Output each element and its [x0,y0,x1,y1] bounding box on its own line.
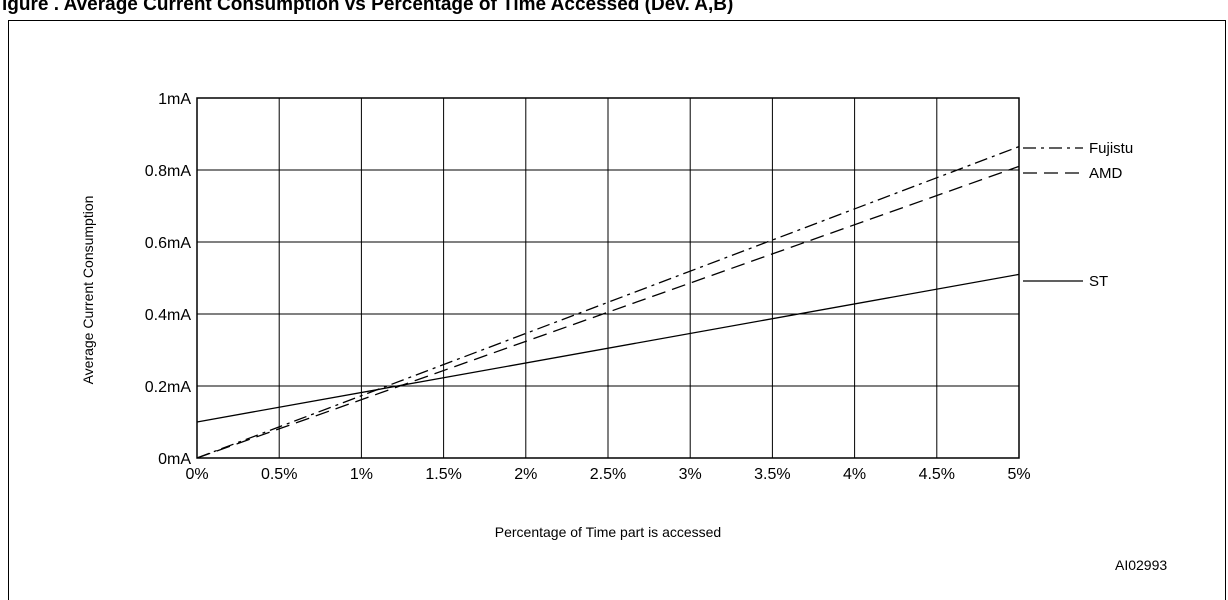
y-tick-label: 0.4mA [145,307,192,324]
x-tick-label: 3% [679,466,702,483]
figure-code: AI02993 [1115,557,1168,573]
y-axis-label: Average Current Consumption [80,196,96,385]
series-line-amd [196,165,1020,459]
legend-label-st: ST [1089,273,1108,290]
figure-title: igure . Average Current Consumption vs P… [2,0,734,15]
y-tick-labels: 0mA 0.2mA 0.4mA 0.6mA 0.8mA 1mA [145,91,192,468]
legend-label-fujistu: Fujistu [1089,140,1133,157]
x-tick-label: 0% [185,466,208,483]
series-lines [196,145,1020,459]
series-line-st [196,273,1020,423]
y-tick-label: 0.8mA [145,163,192,180]
x-tick-label: 2% [514,466,537,483]
y-tick-label: 0.2mA [145,379,192,396]
series-line-fujistu [196,145,1020,459]
legend-label-amd: AMD [1089,165,1123,182]
x-tick-label: 1.5% [425,466,461,483]
grid-lines [196,97,1020,459]
y-tick-label: 1mA [158,91,191,108]
y-tick-label: 0mA [158,451,191,468]
x-tick-label: 3.5% [754,466,790,483]
x-tick-label: 4.5% [919,466,955,483]
figure-frame [8,20,1226,600]
legend: Fujistu AMD ST [1023,140,1133,290]
x-tick-label: 5% [1007,466,1030,483]
plot-border [196,97,1020,459]
x-tick-label: 0.5% [261,466,297,483]
x-tick-labels: 0% 0.5% 1% 1.5% 2% 2.5% 3% 3.5% 4% 4.5% 5% [185,466,1030,483]
x-tick-label: 4% [843,466,866,483]
x-tick-label: 1% [350,466,373,483]
x-axis-label: Percentage of Time part is accessed [495,524,721,540]
y-tick-label: 0.6mA [145,235,192,252]
x-tick-label: 2.5% [590,466,626,483]
